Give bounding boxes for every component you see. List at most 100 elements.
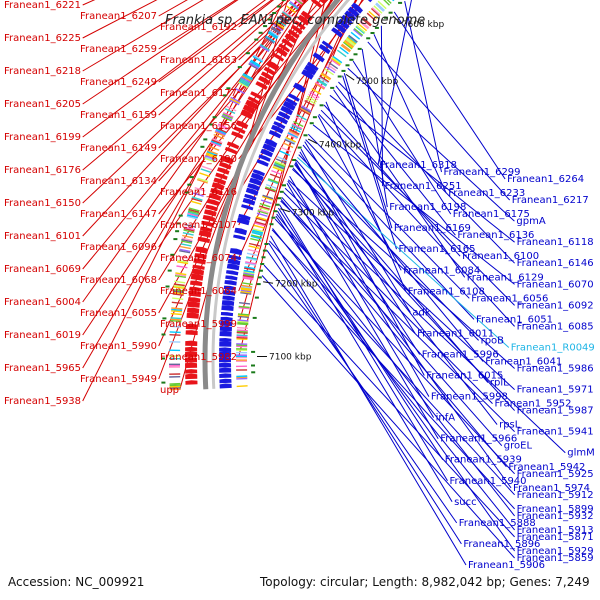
cds-arrow [219,351,232,358]
cog-segment [172,291,184,295]
cog-segment [242,277,254,281]
backbone-ring [202,0,341,390]
outer-feature-dots [161,0,286,384]
gene-label: Franean1_5940 [450,476,527,487]
cog-segment [224,108,236,115]
cog-segment [236,330,248,333]
cds-arrow [227,258,241,266]
cds-arrow [219,378,232,384]
leader-line [342,75,397,250]
leader-line [238,0,364,160]
cog-segment [301,105,312,113]
cog-segment [362,17,372,26]
cds-arrow [185,369,198,374]
cog-segment [174,275,187,278]
cog-segment [229,97,241,105]
gene-label: upp [160,385,179,396]
cds-arrow [218,161,232,170]
cds-arrow [334,22,347,34]
gene-label: infA [436,413,456,424]
cog-segment [282,142,294,149]
cds-arrow [318,44,331,55]
cog-segment [179,248,191,253]
cog-segment [192,192,204,197]
cog-segment [346,36,357,45]
cog-segment [240,290,252,294]
cog-segment [375,3,385,12]
rna-mark [173,238,178,241]
cog-segment [375,2,385,12]
cog-segment [213,133,225,140]
gene-label: Franean1_6156 [160,121,237,132]
cds-arrow [223,290,236,296]
cog-segment [274,161,286,168]
cog-segment [172,290,185,294]
cog-segment [291,123,303,130]
cds-arrow [187,307,200,314]
cog-segment [281,12,292,20]
cog-segment [205,154,217,161]
cog-segment [282,10,293,18]
leader-line [82,0,307,270]
gene-label: Franean1_5999 [160,319,237,330]
gene-label: succ [454,497,477,508]
rna-mark [384,16,388,19]
cog-segment [225,105,237,112]
gene-label: Franean1_6207 [80,11,157,22]
cog-segment [206,152,218,158]
cds-arrow [219,356,231,363]
rna-mark [264,243,269,245]
rna-mark [258,31,263,34]
cog-segment [261,195,273,201]
cds-arrow [189,286,202,292]
cds-arrow [185,373,198,380]
cds-arrow [220,320,233,327]
cog-segment [169,387,181,389]
cog-segment [238,306,250,310]
cog-segment [273,162,285,169]
leader-line [292,168,515,369]
feature-tracks [161,0,403,391]
cds-arrow [275,115,288,125]
rna-mark [357,47,362,50]
cds-arrow [224,280,237,286]
cds-arrow [191,268,205,276]
gene-label: Franean1_6129 [467,272,544,283]
gene-label: Franean1_6134 [80,176,157,187]
cog-segment [260,199,272,205]
cog-segment [234,87,246,95]
cog-segment [255,216,267,221]
cds-arrow [242,104,256,115]
cds-arrow [263,66,276,76]
cog-segment [267,32,278,40]
cog-segment [271,26,282,34]
cog-segment [240,288,252,292]
leader-line [158,0,291,116]
cds-arrow [188,297,201,303]
cog-segment [274,160,286,167]
rna-mark [262,249,267,252]
cog-segment [246,252,258,257]
cog-segment [243,271,255,275]
leader-line [320,109,515,306]
leader-line [352,60,452,215]
kbp-label: 7100 kbp [269,353,312,363]
cog-segment [242,273,255,277]
cog-segment [172,297,184,300]
cds-arrow [242,198,256,206]
cog-segment [276,19,287,27]
gene-label: Franean1_6251 [385,181,462,192]
cds-arrow [266,60,280,71]
cog-segment [240,76,252,84]
rna-mark [167,269,172,272]
cog-segment [237,313,250,316]
cds-arrow [250,91,263,100]
cog-segment [187,211,199,216]
cog-segment [287,132,299,139]
gene-label: gpmA [516,216,545,227]
cog-segment [230,96,241,103]
cog-segment [383,0,390,6]
rna-mark [277,197,282,200]
cog-segment [259,45,270,53]
cog-segment [268,30,279,39]
